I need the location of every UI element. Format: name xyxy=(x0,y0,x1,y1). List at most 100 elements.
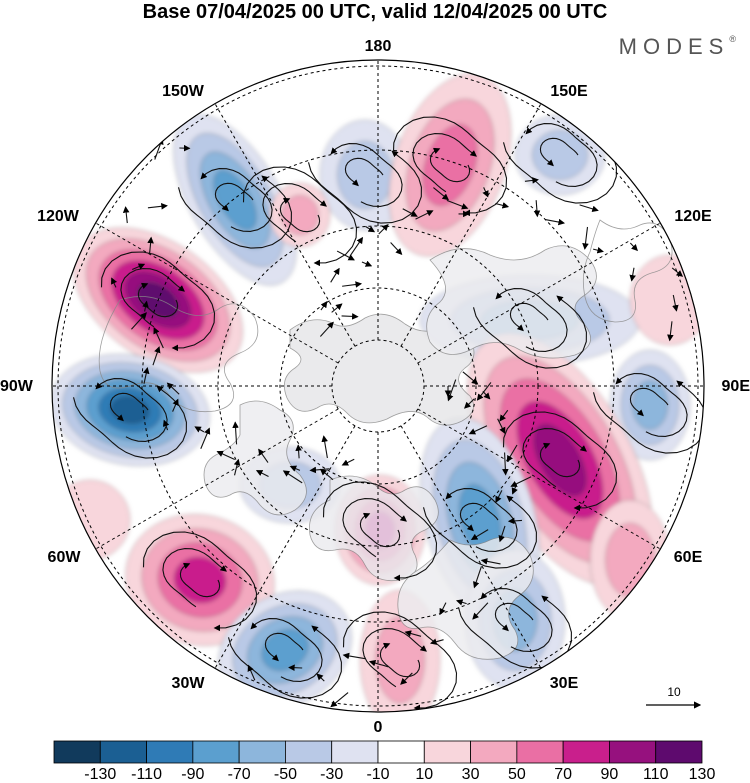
wind-arrow xyxy=(288,664,303,671)
wind-arrow xyxy=(498,525,506,543)
colorbar-swatch xyxy=(516,740,564,764)
wind-arrow xyxy=(470,529,489,540)
streamline xyxy=(525,123,598,187)
map-title: Base 07/04/2025 00 UTC, valid 12/04/2025… xyxy=(142,1,608,23)
streamline xyxy=(100,251,216,352)
lon-label-150w: 150W xyxy=(162,83,205,100)
lon-label-150e: 150E xyxy=(550,83,588,100)
streamline xyxy=(342,611,458,712)
wind-arrow xyxy=(439,602,447,616)
colorbar-swatch xyxy=(146,740,194,764)
colorbar-swatch xyxy=(99,740,147,764)
positive-anomaly-contour xyxy=(629,254,704,346)
wind-arrow xyxy=(462,371,479,385)
streamline xyxy=(242,166,358,267)
wind-arrow xyxy=(433,187,449,201)
wind-arrow xyxy=(502,452,509,476)
wind-arrow xyxy=(447,379,457,402)
negative-anomaly-contour xyxy=(632,380,668,430)
registered-mark: ® xyxy=(729,34,736,44)
colorbar-swatch xyxy=(562,740,610,764)
colorbar-tick-label: -130 xyxy=(84,766,116,783)
wind-arrow xyxy=(472,602,489,620)
wind-arrow xyxy=(671,267,684,277)
negative-anomaly-contour xyxy=(532,130,588,180)
lon-label-60e: 60E xyxy=(674,549,703,566)
streamline xyxy=(362,628,427,688)
wind-arrow xyxy=(336,250,355,261)
lon-label-60w: 60W xyxy=(48,549,82,566)
lon-label-120e: 120E xyxy=(674,208,712,225)
wind-arrow xyxy=(342,281,363,288)
wind-arrow xyxy=(342,652,366,660)
wind-arrow xyxy=(365,225,376,233)
wind-arrow xyxy=(162,419,170,431)
colorbar-swatch xyxy=(377,740,425,764)
streamline xyxy=(509,302,549,332)
wind-arrow xyxy=(341,313,359,320)
colorbar-tick-label: -30 xyxy=(320,766,343,783)
wind-arrow xyxy=(247,664,256,681)
streamline xyxy=(227,625,342,699)
colorbar-tick-label: 30 xyxy=(462,766,480,783)
wind-arrow xyxy=(321,435,328,459)
streamline xyxy=(392,116,508,217)
wind-arrow xyxy=(255,470,269,477)
wind-arrow xyxy=(216,450,235,461)
colorbar-tick-label: -50 xyxy=(274,766,297,783)
wind-arrow xyxy=(142,300,149,312)
wind-arrow xyxy=(629,267,636,282)
reference-vector: 10 xyxy=(646,685,702,709)
streamline xyxy=(162,548,227,608)
positive-anomaly-contour xyxy=(605,522,655,598)
coastlines xyxy=(98,219,673,660)
wind-arrow xyxy=(319,321,334,337)
colorbar-tick-label: -110 xyxy=(131,766,162,783)
streamline xyxy=(429,147,471,183)
lon-label-120w: 120W xyxy=(37,208,80,225)
wind-arrow xyxy=(482,187,489,198)
streamline xyxy=(422,495,537,569)
wind-arrow xyxy=(463,398,475,409)
longitude-labels: 180 0 90W 90E 150W 120W 60W 30W 150E 120… xyxy=(0,38,750,736)
meridians xyxy=(52,60,704,712)
wind-arrow xyxy=(415,210,434,220)
negative-anomaly-contour xyxy=(213,170,257,230)
colorbar-tick-label: 90 xyxy=(601,766,619,783)
colorbar-tick-label: -90 xyxy=(181,766,204,783)
streamline xyxy=(342,498,407,558)
colorbar-tick-label: 10 xyxy=(415,766,433,783)
streamline xyxy=(502,411,618,512)
wind-arrow xyxy=(524,177,539,184)
wind-arrow xyxy=(506,444,518,463)
colorbar-swatch xyxy=(609,740,657,764)
meridian-line xyxy=(214,103,356,347)
colorbar-tick-label: 130 xyxy=(689,766,716,783)
wind-arrow xyxy=(320,300,328,311)
wind-arrow xyxy=(331,303,343,313)
wind-arrow xyxy=(482,390,491,400)
wind-arrow xyxy=(152,346,161,366)
colorbar-swatch xyxy=(423,740,471,764)
meridian-line xyxy=(95,222,339,364)
wind-arrow xyxy=(480,558,501,565)
map-disc xyxy=(52,60,704,712)
wind-arrow xyxy=(316,673,325,682)
wind-arrow xyxy=(200,427,211,449)
meridian-line xyxy=(214,425,356,669)
streamline xyxy=(344,157,384,187)
wind-arrow xyxy=(194,426,205,433)
wind-arrow xyxy=(232,421,239,445)
streamline xyxy=(264,632,304,662)
meridian-line xyxy=(417,222,661,364)
wind-arrow xyxy=(400,672,413,685)
wind-arrow xyxy=(476,382,492,401)
streamline xyxy=(179,562,221,598)
wind-streamlines xyxy=(72,116,704,712)
wind-arrow xyxy=(579,204,599,213)
wind-arrow xyxy=(111,277,118,288)
wind-arrow xyxy=(172,398,179,412)
streamline xyxy=(359,512,401,548)
streamline xyxy=(322,481,438,582)
colorbar-tick-label: -70 xyxy=(228,766,251,783)
